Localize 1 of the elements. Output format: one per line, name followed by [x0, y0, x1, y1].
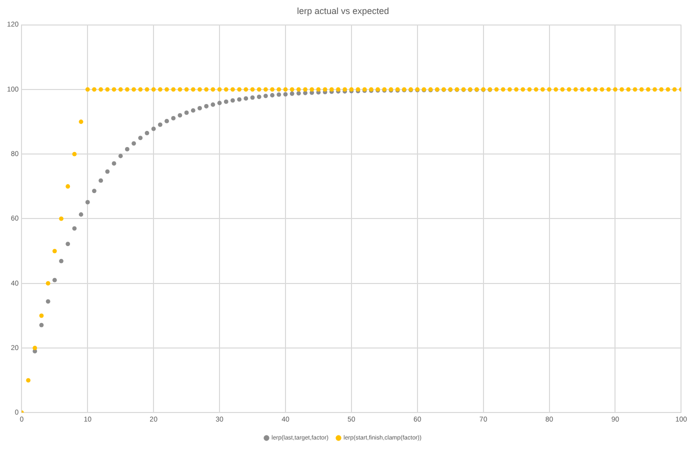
chart-title: lerp actual vs expected [296, 6, 390, 16]
